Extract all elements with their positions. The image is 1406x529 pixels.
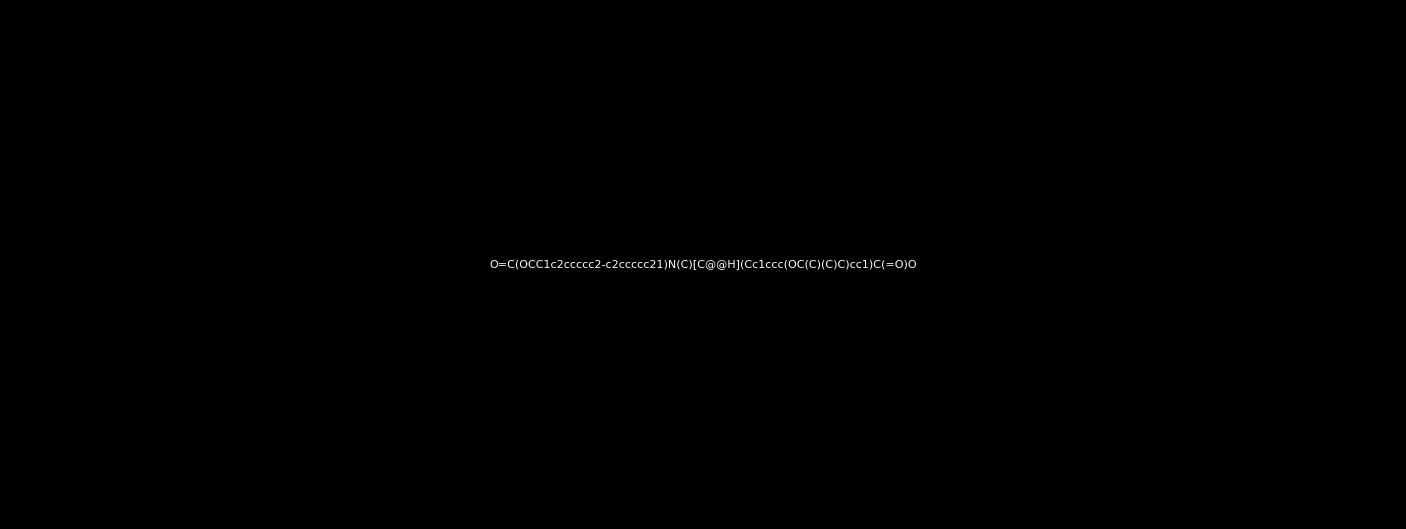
Text: O=C(OCC1c2ccccc2-c2ccccc21)N(C)[C@@H](Cc1ccc(OC(C)(C)C)cc1)C(=O)O: O=C(OCC1c2ccccc2-c2ccccc21)N(C)[C@@H](Cc…	[489, 260, 917, 269]
